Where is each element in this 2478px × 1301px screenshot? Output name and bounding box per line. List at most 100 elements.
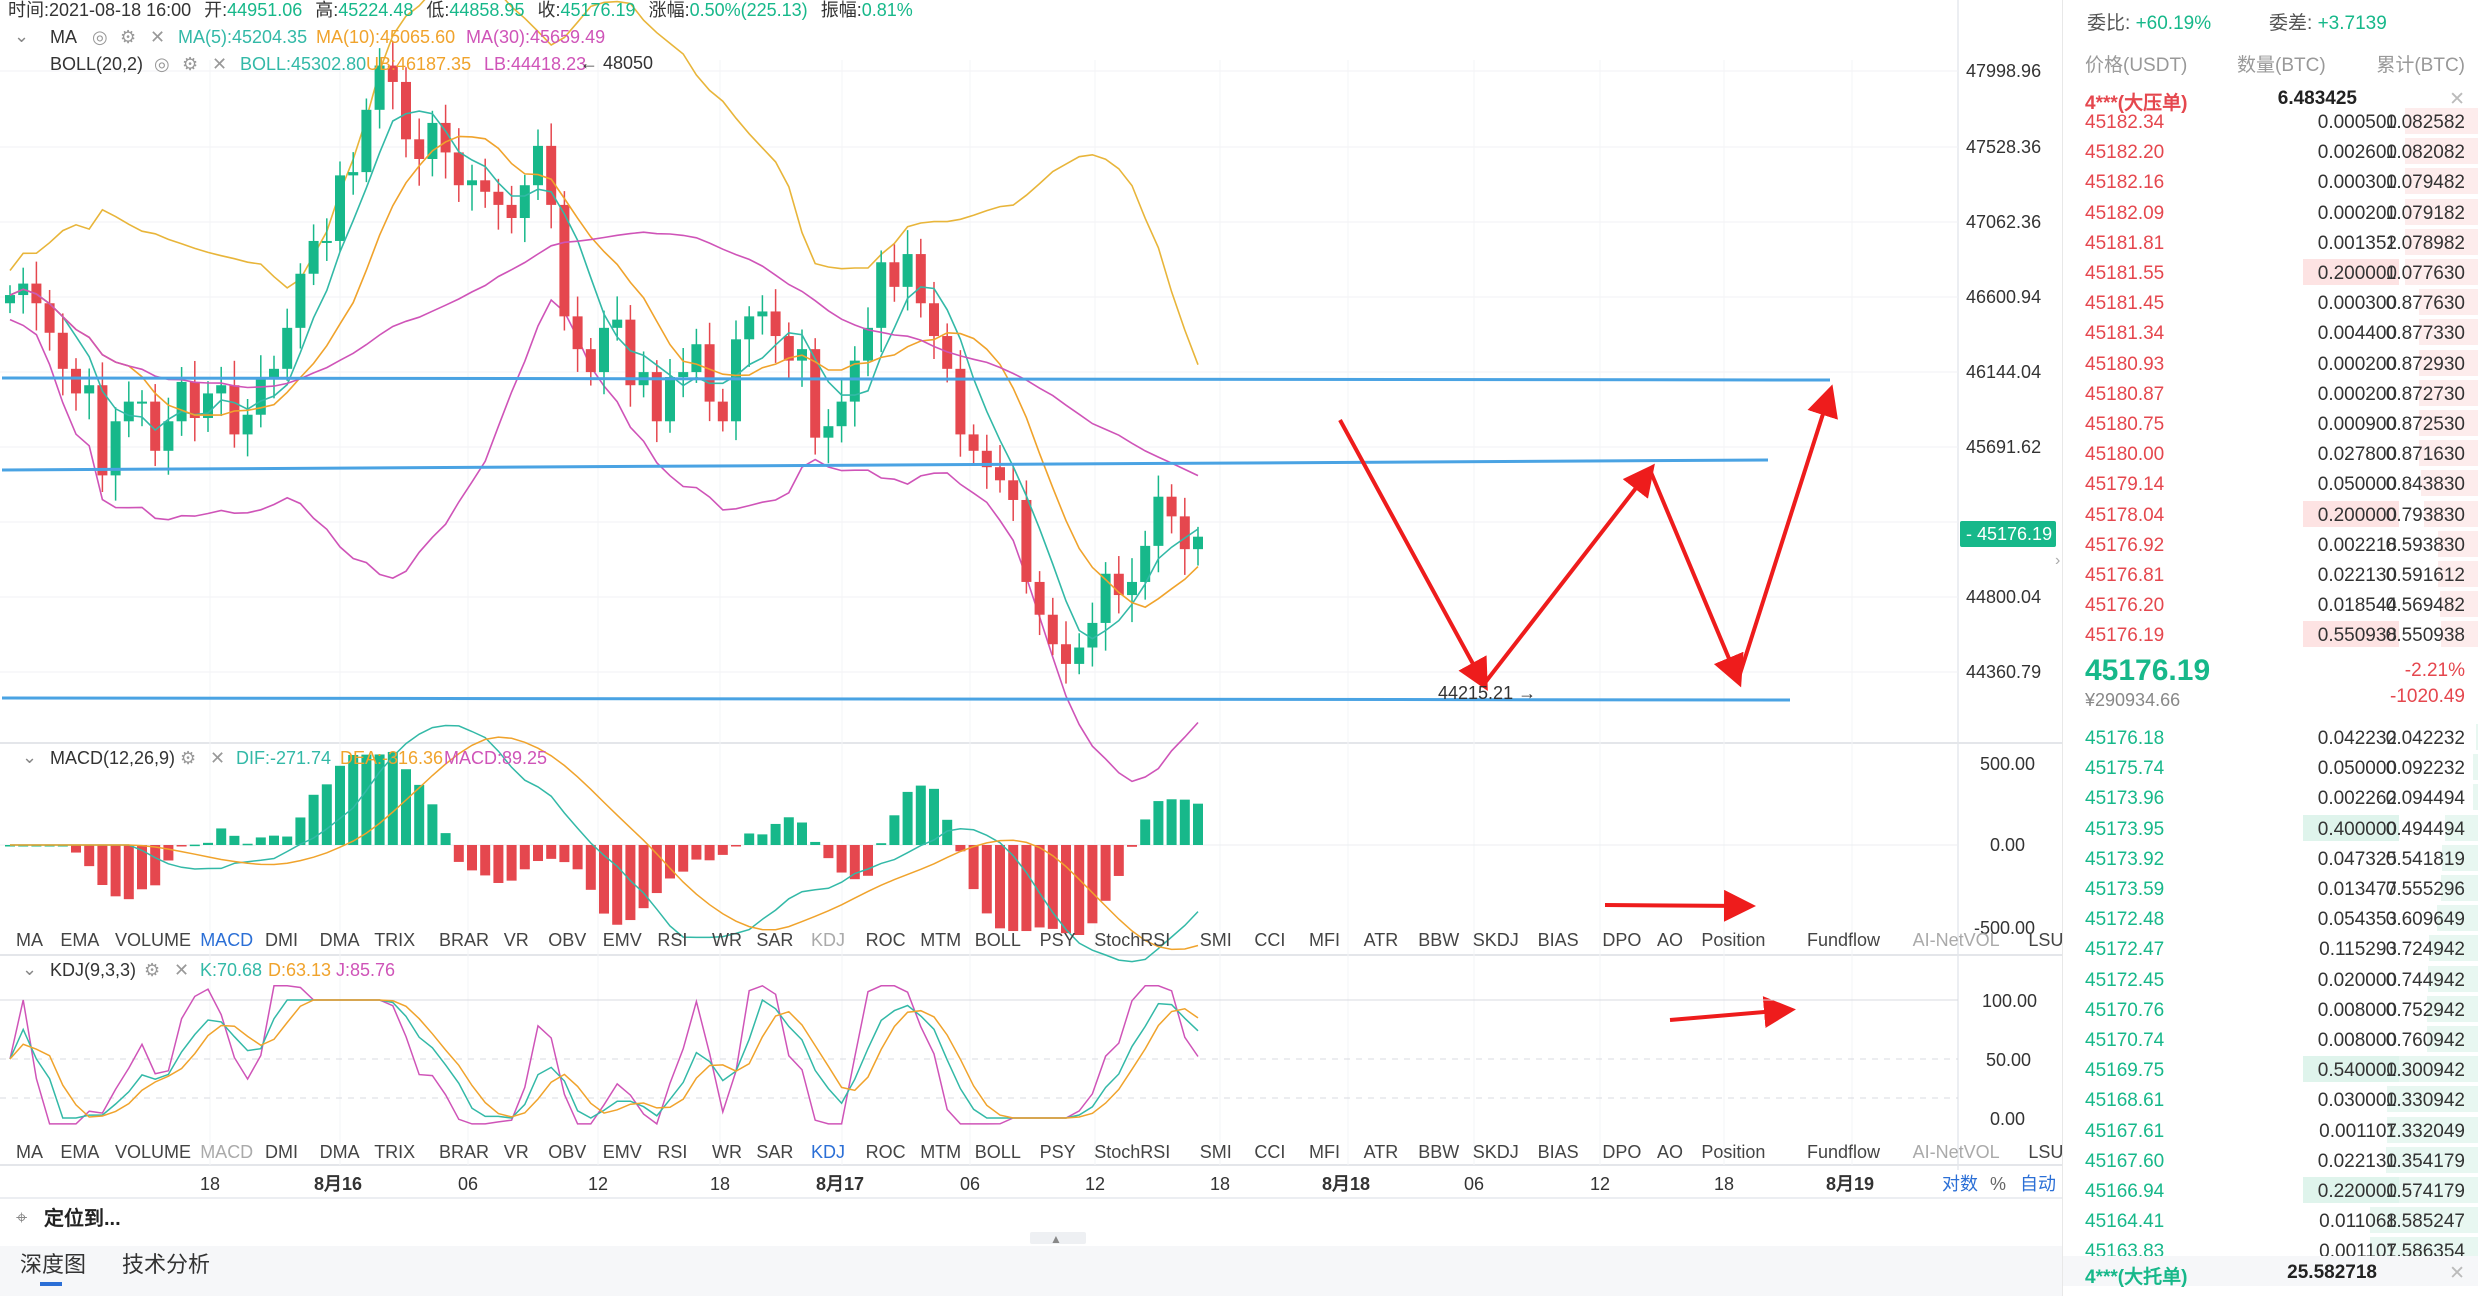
- auto-scale-button[interactable]: 自动: [2020, 1174, 2056, 1194]
- resistance-line[interactable]: [1, 376, 1831, 382]
- indicator-tab-ema[interactable]: EMA: [60, 930, 99, 950]
- indicator-tab-kdj[interactable]: KDJ: [811, 1142, 845, 1162]
- close-icon[interactable]: ✕: [174, 960, 189, 980]
- indicator-tab-dma[interactable]: DMA: [320, 1142, 360, 1162]
- chevron-right-icon[interactable]: ›: [2055, 552, 2060, 569]
- ask-row[interactable]: 45178.04 0.200000 0.793830: [2063, 499, 2478, 529]
- bid-row[interactable]: 45172.48 0.054353 0.609649: [2063, 903, 2478, 933]
- indicator-tab-dmi[interactable]: DMI: [265, 930, 298, 950]
- gear-icon[interactable]: ⚙: [180, 748, 196, 768]
- tab-depth-chart[interactable]: 深度图: [20, 1252, 86, 1277]
- ask-row[interactable]: 45176.20 0.018544 0.569482: [2063, 589, 2478, 619]
- indicator-tab-skdj[interactable]: SKDJ: [1473, 930, 1519, 950]
- chevron-down-icon[interactable]: ⌄: [22, 959, 37, 979]
- indicator-tab-roc[interactable]: ROC: [866, 930, 906, 950]
- close-icon[interactable]: ✕: [210, 748, 225, 768]
- chart-area[interactable]: 时间:2021-08-18 16:00 开:44951.06 高:45224.4…: [0, 0, 2146, 1296]
- bid-row[interactable]: 45172.45 0.020000 0.744942: [2063, 964, 2478, 994]
- bid-row[interactable]: 45169.75 0.540000 1.300942: [2063, 1054, 2478, 1084]
- ask-row[interactable]: 45182.09 0.000200 1.079182: [2063, 197, 2478, 227]
- close-icon[interactable]: ✕: [2449, 89, 2465, 110]
- close-icon[interactable]: ✕: [2449, 1263, 2465, 1284]
- resize-handle[interactable]: [1030, 1232, 1086, 1244]
- indicator-tab-dpo[interactable]: DPO: [1602, 930, 1641, 950]
- chevron-down-icon[interactable]: ⌄: [22, 747, 37, 767]
- indicator-tab-psy[interactable]: PSY: [1040, 930, 1076, 950]
- close-icon[interactable]: ✕: [150, 27, 165, 47]
- indicator-tab-rsi[interactable]: RSI: [657, 1142, 687, 1162]
- tab-technical-analysis[interactable]: 技术分析: [122, 1252, 210, 1277]
- indicator-tab-ai-netvol[interactable]: AI-NetVOL: [1913, 1142, 2000, 1162]
- indicator-tab-trix[interactable]: TRIX: [374, 930, 415, 950]
- indicator-tab-obv[interactable]: OBV: [548, 1142, 586, 1162]
- indicator-tab-volume[interactable]: VOLUME: [115, 930, 191, 950]
- indicator-tab-bias[interactable]: BIAS: [1538, 1142, 1579, 1162]
- indicator-tab-dmi[interactable]: DMI: [265, 1142, 298, 1162]
- indicator-tab-mtm[interactable]: MTM: [920, 1142, 961, 1162]
- indicator-tab-ma[interactable]: MA: [16, 930, 43, 950]
- ask-row[interactable]: 45182.16 0.000300 1.079482: [2063, 166, 2478, 196]
- indicator-tab-mfi[interactable]: MFI: [1309, 930, 1340, 950]
- indicator-tab-bbw[interactable]: BBW: [1418, 1142, 1459, 1162]
- bid-row[interactable]: 45173.59 0.013477 0.555296: [2063, 873, 2478, 903]
- indicator-tab-ao[interactable]: AO: [1657, 1142, 1683, 1162]
- big-ask-row[interactable]: 4***(大压单) 6.483425 ✕: [2085, 88, 2465, 114]
- indicator-tab-wr[interactable]: WR: [712, 1142, 742, 1162]
- close-icon[interactable]: ✕: [212, 54, 227, 74]
- indicator-tab-ma[interactable]: MA: [16, 1142, 43, 1162]
- eye-icon[interactable]: ◎: [154, 54, 170, 74]
- indicator-tab-roc[interactable]: ROC: [866, 1142, 906, 1162]
- indicator-tab-smi[interactable]: SMI: [1200, 1142, 1232, 1162]
- indicator-tab-volume[interactable]: VOLUME: [115, 1142, 191, 1162]
- bid-row[interactable]: 45170.74 0.008000 0.760942: [2063, 1024, 2478, 1054]
- ask-row[interactable]: 45182.34 0.000500 1.082582: [2063, 106, 2478, 136]
- indicator-tab-mfi[interactable]: MFI: [1309, 1142, 1340, 1162]
- indicator-tab-macd[interactable]: MACD: [200, 1142, 253, 1162]
- indicator-tab-vr[interactable]: VR: [504, 930, 529, 950]
- bid-row[interactable]: 45173.95 0.400000 0.494494: [2063, 813, 2478, 843]
- ask-row[interactable]: 45176.19 0.550938 0.550938: [2063, 619, 2478, 649]
- indicator-tab-ao[interactable]: AO: [1657, 930, 1683, 950]
- indicator-tab-position[interactable]: Position: [1701, 930, 1765, 950]
- bottom-line[interactable]: [1, 696, 1791, 702]
- bid-row[interactable]: 45173.92 0.047325 0.541819: [2063, 843, 2478, 873]
- bid-row[interactable]: 45172.47 0.115293 0.724942: [2063, 933, 2478, 963]
- locate-button[interactable]: 定位到...: [44, 1206, 121, 1230]
- bid-row[interactable]: 45167.60 0.022130 1.354179: [2063, 1145, 2478, 1175]
- log-scale-button[interactable]: 对数: [1942, 1174, 1978, 1194]
- indicator-tab-position[interactable]: Position: [1701, 1142, 1765, 1162]
- gear-icon[interactable]: ⚙: [120, 27, 136, 47]
- indicator-tab-brar[interactable]: BRAR: [439, 1142, 489, 1162]
- big-bid-row[interactable]: 4***(大托单) 25.582718 ✕: [2063, 1256, 2478, 1288]
- bid-row[interactable]: 45173.96 0.002262 0.094494: [2063, 782, 2478, 812]
- indicator-tab-sar[interactable]: SAR: [756, 930, 793, 950]
- indicator-tab-boll[interactable]: BOLL: [975, 930, 1021, 950]
- indicator-tab-psy[interactable]: PSY: [1040, 1142, 1076, 1162]
- indicator-tab-atr[interactable]: ATR: [1364, 1142, 1399, 1162]
- indicator-tab-stochrsi[interactable]: StochRSI: [1094, 930, 1170, 950]
- indicator-tab-lsur[interactable]: LSUR: [2028, 1142, 2076, 1162]
- ask-row[interactable]: 45181.81 0.001352 1.078982: [2063, 227, 2478, 257]
- indicator-tab-sar[interactable]: SAR: [756, 1142, 793, 1162]
- bid-row[interactable]: 45170.76 0.008000 0.752942: [2063, 994, 2478, 1024]
- indicator-tab-emv[interactable]: EMV: [603, 1142, 642, 1162]
- indicator-tab-stochrsi[interactable]: StochRSI: [1094, 1142, 1170, 1162]
- indicator-tab-dpo[interactable]: DPO: [1602, 1142, 1641, 1162]
- ask-row[interactable]: 45181.55 0.200000 1.077630: [2063, 257, 2478, 287]
- indicator-tab-skdj[interactable]: SKDJ: [1473, 1142, 1519, 1162]
- bid-row[interactable]: 45168.61 0.030000 1.330942: [2063, 1084, 2478, 1114]
- indicator-tab-mtm[interactable]: MTM: [920, 930, 961, 950]
- indicator-tab-cci[interactable]: CCI: [1254, 930, 1285, 950]
- ask-row[interactable]: 45179.14 0.050000 0.843830: [2063, 468, 2478, 498]
- indicator-tab-rsi[interactable]: RSI: [657, 930, 687, 950]
- chevron-down-icon[interactable]: ⌄: [14, 26, 29, 46]
- gear-icon[interactable]: ⚙: [182, 54, 198, 74]
- percent-scale-button[interactable]: %: [1990, 1174, 2006, 1194]
- indicator-tab-fundflow[interactable]: Fundflow: [1807, 930, 1881, 950]
- gear-icon[interactable]: ⚙: [144, 960, 160, 980]
- indicator-tab-boll[interactable]: BOLL: [975, 1142, 1021, 1162]
- indicator-tab-vr[interactable]: VR: [504, 1142, 529, 1162]
- ask-row[interactable]: 45180.87 0.000200 0.872730: [2063, 378, 2478, 408]
- indicator-tab-ema[interactable]: EMA: [60, 1142, 99, 1162]
- bid-row[interactable]: 45164.41 0.011068 1.585247: [2063, 1205, 2478, 1235]
